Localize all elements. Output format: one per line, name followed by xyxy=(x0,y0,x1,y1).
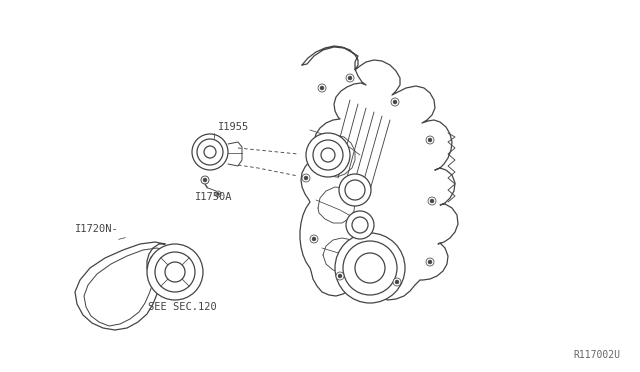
Circle shape xyxy=(306,133,350,177)
Circle shape xyxy=(318,84,326,92)
Circle shape xyxy=(338,274,342,278)
Circle shape xyxy=(393,278,401,286)
Circle shape xyxy=(147,244,203,300)
Circle shape xyxy=(155,252,195,292)
Circle shape xyxy=(391,98,399,106)
Circle shape xyxy=(320,86,324,90)
Circle shape xyxy=(346,211,374,239)
Circle shape xyxy=(312,237,316,241)
Circle shape xyxy=(304,176,308,180)
Circle shape xyxy=(204,146,216,158)
Circle shape xyxy=(430,199,434,203)
Circle shape xyxy=(395,280,399,284)
Text: R117002U: R117002U xyxy=(573,350,620,360)
Circle shape xyxy=(192,134,228,170)
Circle shape xyxy=(197,139,223,165)
Circle shape xyxy=(346,74,354,82)
Circle shape xyxy=(321,148,335,162)
Circle shape xyxy=(426,136,434,144)
Circle shape xyxy=(428,138,432,142)
Circle shape xyxy=(201,176,209,184)
Circle shape xyxy=(428,260,432,264)
Text: SEE SEC.120: SEE SEC.120 xyxy=(148,302,217,312)
Circle shape xyxy=(355,253,385,283)
Text: I1750A: I1750A xyxy=(195,192,232,202)
Circle shape xyxy=(216,192,220,196)
Text: I1720N-: I1720N- xyxy=(75,224,119,234)
Circle shape xyxy=(335,233,405,303)
Circle shape xyxy=(336,272,344,280)
Circle shape xyxy=(426,258,434,266)
Circle shape xyxy=(203,178,207,182)
Circle shape xyxy=(428,197,436,205)
Circle shape xyxy=(352,217,368,233)
Circle shape xyxy=(345,180,365,200)
Circle shape xyxy=(393,100,397,104)
Circle shape xyxy=(348,76,352,80)
Circle shape xyxy=(310,235,318,243)
Circle shape xyxy=(339,174,371,206)
Circle shape xyxy=(343,241,397,295)
Circle shape xyxy=(215,191,221,197)
Circle shape xyxy=(302,174,310,182)
Circle shape xyxy=(165,262,185,282)
Circle shape xyxy=(313,140,343,170)
Text: I1955: I1955 xyxy=(218,122,249,132)
